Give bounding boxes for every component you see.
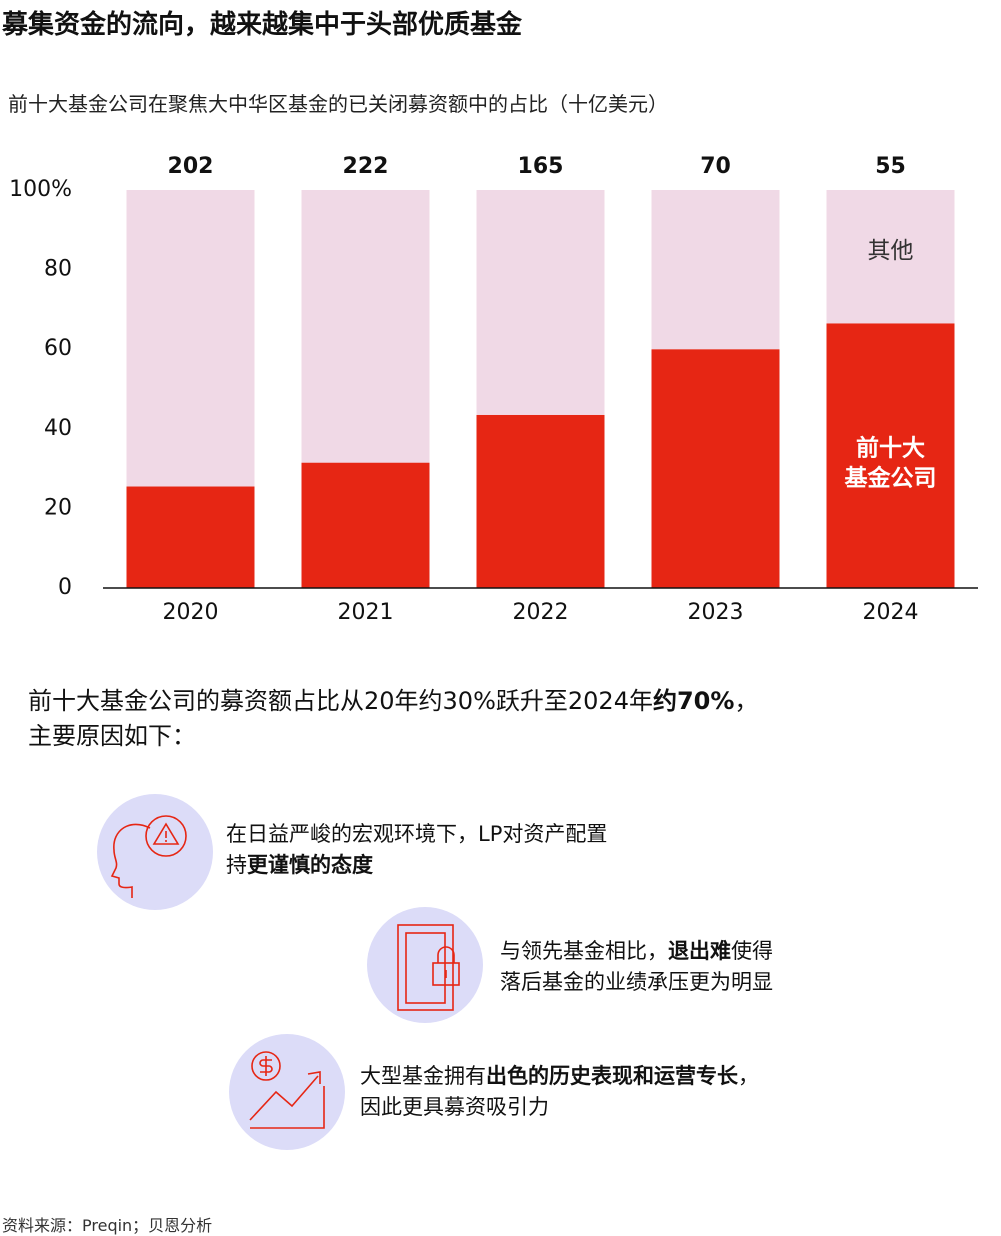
y-tick-label: 20 [44, 495, 72, 520]
bar-segment [476, 414, 605, 588]
reason: 大型基金拥有出色的历史表现和运营专长， 因此更具募资吸引力 [360, 1061, 759, 1123]
text-line: 前十大基金公司的募资额占比从20年约30%跃升至2024年约70%， [28, 684, 758, 719]
x-tick-label: 2020 [163, 600, 219, 625]
text-segment: 更谨慎的态度 [247, 853, 373, 877]
bar-segment [651, 190, 780, 350]
icon-bg [367, 907, 483, 1023]
text-line: 持更谨慎的态度 [226, 850, 607, 881]
growth-icon [249, 1051, 325, 1129]
x-tick-label: 2024 [863, 600, 919, 625]
total-label: 222 [343, 154, 389, 179]
door-icon [397, 924, 460, 1011]
y-tick-label: 80 [44, 257, 72, 282]
text-line: 因此更具募资吸引力 [360, 1092, 759, 1123]
text-line: 与领先基金相比，退出难使得 [500, 936, 773, 967]
text-segment: 大型基金拥有 [360, 1064, 486, 1088]
subtitle: 前十大基金公司在聚焦大中华区基金的已关闭募资额中的占比（十亿美元） [8, 92, 668, 116]
icon-bg [229, 1034, 345, 1150]
text-segment: 前十大基金公司的募资额占比从20年约30%跃升至2024年 [28, 687, 653, 715]
summary: 前十大基金公司的募资额占比从20年约30%跃升至2024年约70%， 主要原因如下… [28, 684, 758, 754]
total-label: 55 [875, 154, 906, 179]
text-segment: 因此更具募资吸引力 [360, 1095, 549, 1119]
text-line: 在日益严峻的宏观环境下，LP对资产配置 [226, 819, 607, 850]
title: 募集资金的流向，越来越集中于头部优质基金 [2, 10, 523, 40]
x-tick-label: 2022 [513, 600, 569, 625]
bar-segment [651, 349, 780, 588]
text-segment: ， [738, 1064, 759, 1088]
y-tick-label: 0 [58, 575, 72, 600]
reason: 与领先基金相比，退出难使得落后基金的业绩承压更为明显 [500, 936, 773, 998]
bar-segment [826, 323, 955, 588]
text-segment: 落后基金的业绩承压更为明显 [500, 970, 773, 994]
total-label: 165 [518, 154, 564, 179]
chart: 0 20 40 60 80 100% 2020 202 2021 222 2022 165 2023 70… [9, 154, 978, 625]
icons [97, 794, 483, 1150]
x-tick-label: 2023 [688, 600, 744, 625]
bar-segment [826, 190, 955, 324]
text-line: 落后基金的业绩承压更为明显 [500, 967, 773, 998]
text-line: 大型基金拥有出色的历史表现和运营专长， [360, 1061, 759, 1092]
x-tick-label: 2021 [338, 600, 394, 625]
series-label: 前十大基金公司 [845, 434, 937, 491]
y-tick-label: 40 [44, 416, 72, 441]
text-segment: 与领先基金相比， [500, 939, 668, 963]
bar-segment [476, 190, 605, 415]
y-tick-label: 60 [44, 336, 72, 361]
text-segment: 在日益严峻的宏观环境下，LP对资产配置 [226, 822, 608, 846]
text-segment: 出色的历史表现和运营专长 [486, 1064, 738, 1088]
text-segment: ， [734, 687, 759, 715]
source: 资料来源：Preqin；贝恩分析 [2, 1216, 213, 1235]
bar-segment [301, 190, 430, 463]
head-icon [110, 815, 187, 898]
reason: 在日益严峻的宏观环境下，LP对资产配置 持更谨慎的态度 [226, 819, 607, 881]
text-segment: 退出难 [668, 939, 731, 963]
text-segment: 使得 [731, 939, 773, 963]
bar-segment [126, 486, 255, 588]
text-segment: 主要原因如下： [28, 722, 196, 750]
text-segment: 持 [226, 853, 247, 877]
total-label: 70 [700, 154, 731, 179]
text-line: 主要原因如下： [28, 719, 758, 754]
y-tick-label: 100% [9, 177, 72, 202]
text-segment: 约70% [652, 687, 735, 715]
bar-segment [126, 190, 255, 487]
total-label: 202 [168, 154, 214, 179]
series-label: 其他 [868, 238, 914, 264]
bar-segment [301, 462, 430, 588]
